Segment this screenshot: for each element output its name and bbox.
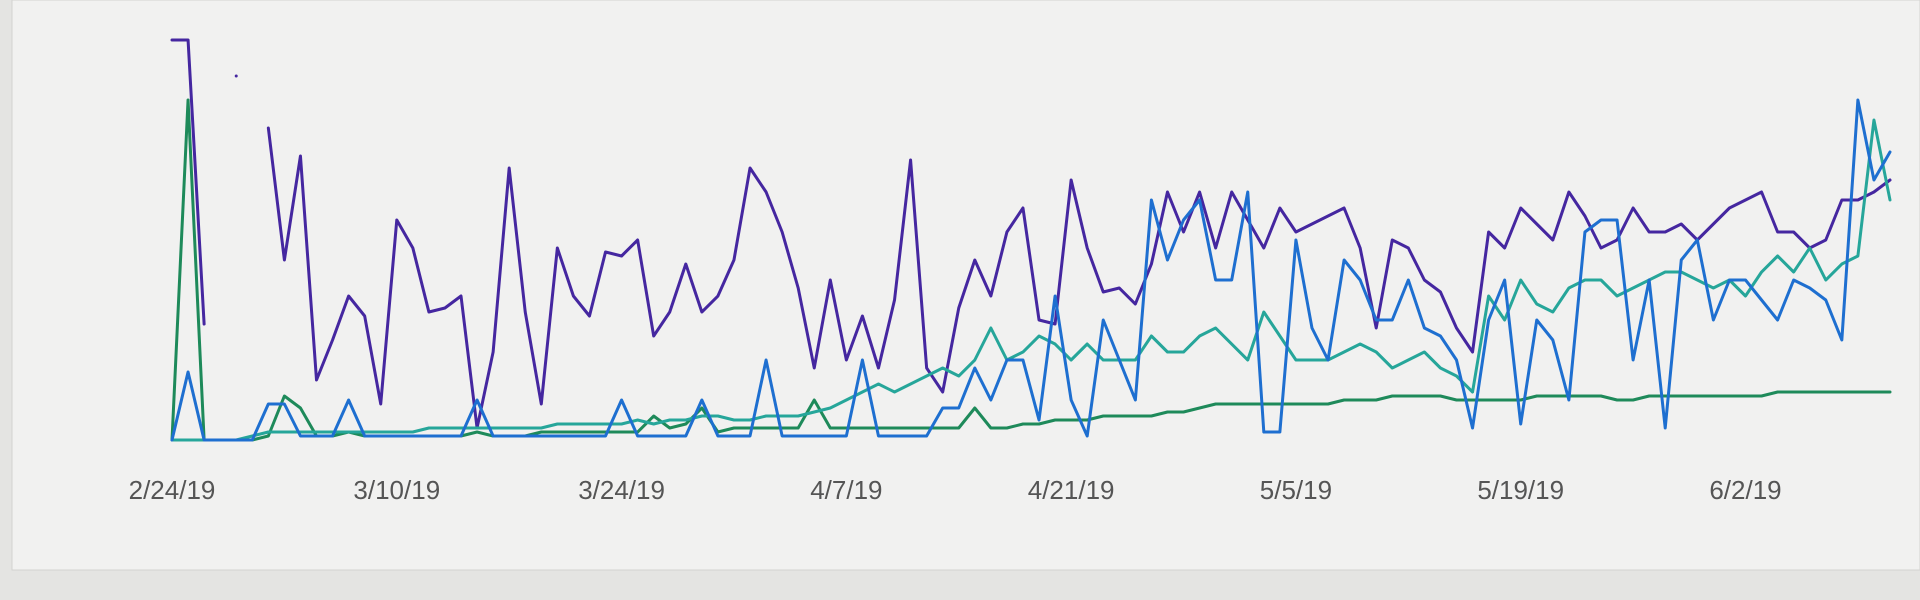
x-tick-label: 4/7/19 [810, 475, 882, 505]
x-tick-label: 6/2/19 [1709, 475, 1781, 505]
series-line [170, 118, 1892, 442]
series-line [170, 98, 1892, 442]
x-tick-label: 3/10/19 [353, 475, 440, 505]
x-tick-label: 4/21/19 [1028, 475, 1115, 505]
x-tick-label: 5/19/19 [1477, 475, 1564, 505]
x-tick-label: 2/24/19 [129, 475, 216, 505]
x-tick-label: 3/24/19 [578, 475, 665, 505]
x-tick-label: 5/5/19 [1260, 475, 1332, 505]
